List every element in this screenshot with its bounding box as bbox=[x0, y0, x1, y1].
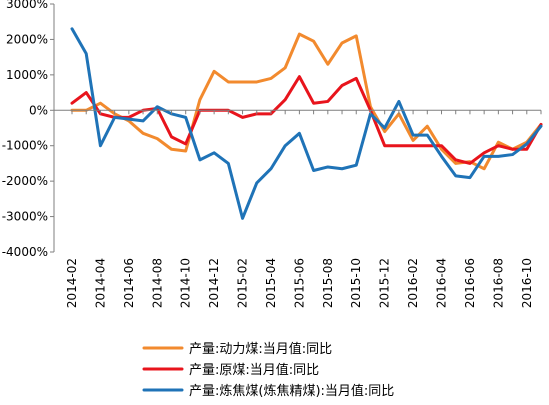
y-tick-label: 1000% bbox=[6, 68, 48, 82]
y-tick-label: 3000% bbox=[6, 0, 48, 11]
y-tick-label: -2000% bbox=[2, 174, 48, 188]
y-tick-label: -3000% bbox=[2, 210, 48, 224]
x-tick-label: 2015-08 bbox=[321, 258, 335, 308]
x-tick-label: 2015-10 bbox=[349, 258, 363, 308]
legend-label-3: 产量:炼焦煤(炼焦精煤):当月值:同比 bbox=[189, 383, 394, 399]
series-lines bbox=[70, 27, 543, 220]
x-tick-label: 2014-12 bbox=[207, 258, 221, 308]
x-tick-label: 2014-10 bbox=[179, 258, 193, 308]
series-line-2 bbox=[70, 75, 543, 165]
x-tick-label: 2015-12 bbox=[378, 258, 392, 308]
y-tick-label: 2000% bbox=[6, 32, 48, 46]
x-tick-label: 2015-06 bbox=[292, 258, 306, 308]
x-tick-label: 2015-04 bbox=[264, 258, 278, 308]
y-ticks: -4000% -3000% -2000% -1000% 0% 1000% 2000% 3000… bbox=[2, 0, 54, 259]
x-tick-label: 2014-06 bbox=[122, 258, 136, 308]
x-tick-label: 2014-04 bbox=[93, 258, 107, 308]
x-tick-label: 2016-06 bbox=[463, 258, 477, 308]
x-tick-label: 2016-04 bbox=[435, 258, 449, 308]
x-tick-label: 2015-02 bbox=[236, 258, 250, 308]
x-tick-label: 2014-02 bbox=[65, 258, 79, 308]
x-tick-label: 2016-02 bbox=[406, 258, 420, 308]
x-tick-label: 2016-10 bbox=[520, 258, 534, 308]
y-tick-label: -1000% bbox=[2, 139, 48, 153]
legend-label-1: 产量:动力煤:当月值:同比 bbox=[189, 341, 332, 357]
x-ticks: 2014-02 2014-04 2014-06 2014-08 2014-10 2014-… bbox=[65, 110, 542, 308]
y-tick-label: -4000% bbox=[2, 245, 48, 259]
y-tick-label: 0% bbox=[29, 103, 48, 117]
legend: 产量:动力煤:当月值:同比产量:原煤:当月值:同比产量:炼焦煤(炼焦精煤):当月… bbox=[142, 341, 394, 399]
legend-label-2: 产量:原煤:当月值:同比 bbox=[189, 362, 319, 378]
x-tick-label: 2016-08 bbox=[491, 258, 505, 308]
series-line-3 bbox=[70, 27, 543, 220]
x-tick-label: 2014-08 bbox=[150, 258, 164, 308]
